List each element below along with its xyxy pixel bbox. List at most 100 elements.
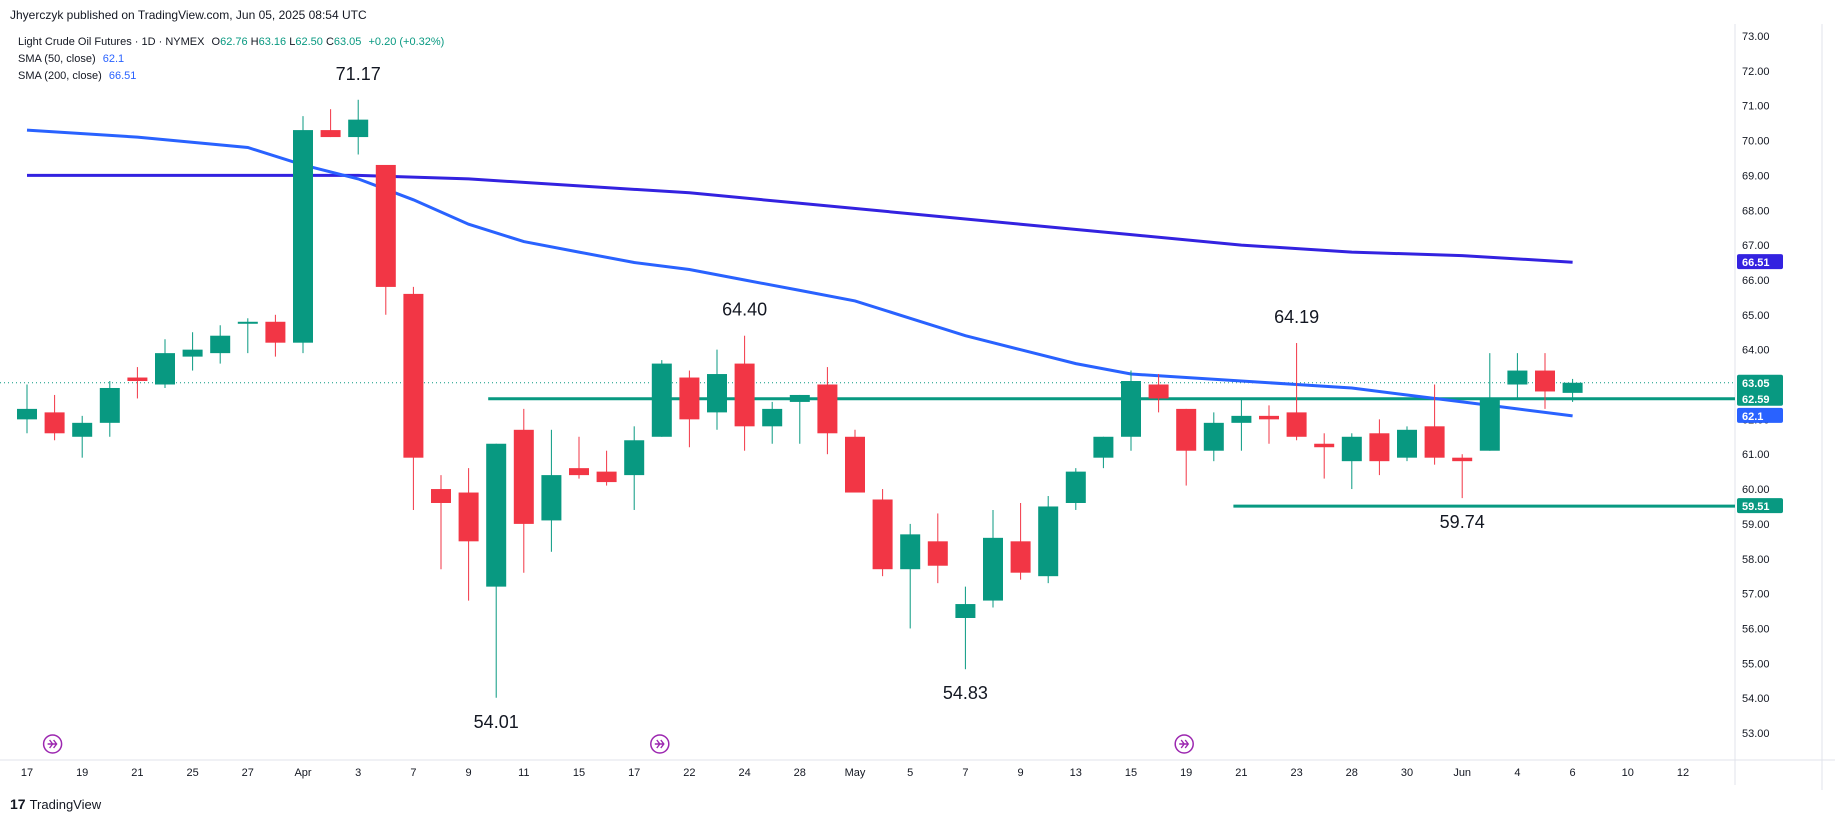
close-value: 63.05 [333,36,362,48]
price-annotation: 64.19 [1274,307,1319,327]
candle-body [458,492,479,542]
candle-body [872,499,893,570]
candle [1038,496,1059,584]
candle-body [1452,457,1473,462]
x-tick-label: 3 [355,767,361,779]
event-arrow [1179,739,1190,749]
price-axis-label: 66.51 [1737,254,1783,270]
tradingview-brand[interactable]: 17 TradingView [10,796,101,812]
candle [1341,433,1362,490]
x-tick-label: 23 [1290,767,1302,779]
price-chart[interactable]: 53.00 54.00 55.00 56.00 57.00 58.00 59.00 60.00… [0,0,1835,790]
x-tick-label: 22 [683,767,695,779]
candle-body [375,164,396,287]
candle [1507,353,1528,399]
x-tick-label: 10 [1622,767,1634,779]
x-tick-label: 5 [907,767,913,779]
candle [44,394,65,441]
price-label-box [1737,390,1783,406]
y-tick-label: 65.00 [1742,310,1770,322]
candle-body [569,468,589,476]
candle [1148,374,1169,413]
candle-body [1231,415,1252,423]
candle [1562,378,1583,402]
candle [651,360,672,437]
candle [1314,433,1335,479]
candle-body [72,422,93,437]
x-tick-label: 9 [466,767,472,779]
candle [624,426,645,510]
candle [927,513,948,584]
x-tick-label: 19 [1180,767,1192,779]
x-tick-label: 17 [628,767,640,779]
tradingview-logo: 17 [10,796,26,812]
legend-sma50-row[interactable]: SMA (50, close) 62.1 [18,51,444,68]
x-tick-label: 4 [1514,767,1520,779]
candle-body [486,443,507,587]
candle-body [99,387,120,423]
candle [1369,419,1390,476]
candle-body [293,130,313,343]
legend-ohlc-row[interactable]: Light Crude Oil Futures · 1D · NYMEX O62… [18,34,444,51]
price-annotation: 71.17 [336,64,381,84]
candle [845,429,865,493]
candle [1010,502,1031,580]
candle-body [955,604,976,618]
candle [155,339,175,388]
candle [872,489,893,577]
candle-body [651,363,672,437]
y-tick-label: 69.00 [1742,170,1770,182]
x-tick-label: 7 [410,767,416,779]
x-tick-label: 21 [1235,767,1247,779]
price-label-text: 62.1 [1742,411,1763,423]
y-tick-label: 57.00 [1742,589,1770,601]
candle-body [348,119,369,138]
x-tick-label: 19 [76,767,88,779]
sma200-label: SMA (200, close) [18,70,102,82]
candle [900,523,921,629]
x-tick-label: 15 [573,767,585,779]
candle [237,318,258,354]
candle [348,99,369,155]
y-tick-label: 68.00 [1742,205,1770,217]
candle-body [1148,384,1169,399]
x-tick-label: 11 [518,767,529,779]
candle [403,286,424,510]
change-value: +0.20 (+0.32%) [368,36,445,48]
candle [1203,412,1224,462]
sma200-line [27,173,1573,264]
x-tick-label: Jun [1453,767,1471,779]
candle [431,475,451,570]
price-axis-label: 62.59 [1737,390,1783,406]
candle [265,314,286,357]
candle [569,436,589,479]
candle [320,109,341,138]
low-value: 62.50 [295,36,323,48]
sma50-value: 62.1 [102,53,125,65]
candle-body [237,321,258,324]
symbol-name: Light Crude Oil Futures · 1D · NYMEX [18,36,205,48]
x-tick-label: 12 [1677,767,1689,779]
candle-body [762,408,783,427]
x-tick-label: 13 [1070,767,1082,779]
x-tick-label: 9 [1018,767,1024,779]
candle [458,468,479,601]
candle-body [900,534,921,570]
candle-body [17,408,37,420]
high-label: H [250,36,259,48]
candle [789,394,810,444]
price-label-text: 59.51 [1742,501,1770,513]
y-tick-label: 70.00 [1742,136,1770,148]
sma200-value: 66.51 [108,70,137,82]
candle-body [1507,370,1528,385]
candle-body [1397,429,1417,458]
price-annotation: 59.74 [1440,512,1485,532]
candle [99,381,120,437]
x-tick-label: 30 [1401,767,1413,779]
candle [679,370,700,448]
candle-body [431,489,451,503]
candle [734,335,755,451]
candle-body [624,440,645,476]
legend-sma200-row[interactable]: SMA (200, close) 66.51 [18,68,444,85]
price-annotation: 64.40 [722,300,767,320]
